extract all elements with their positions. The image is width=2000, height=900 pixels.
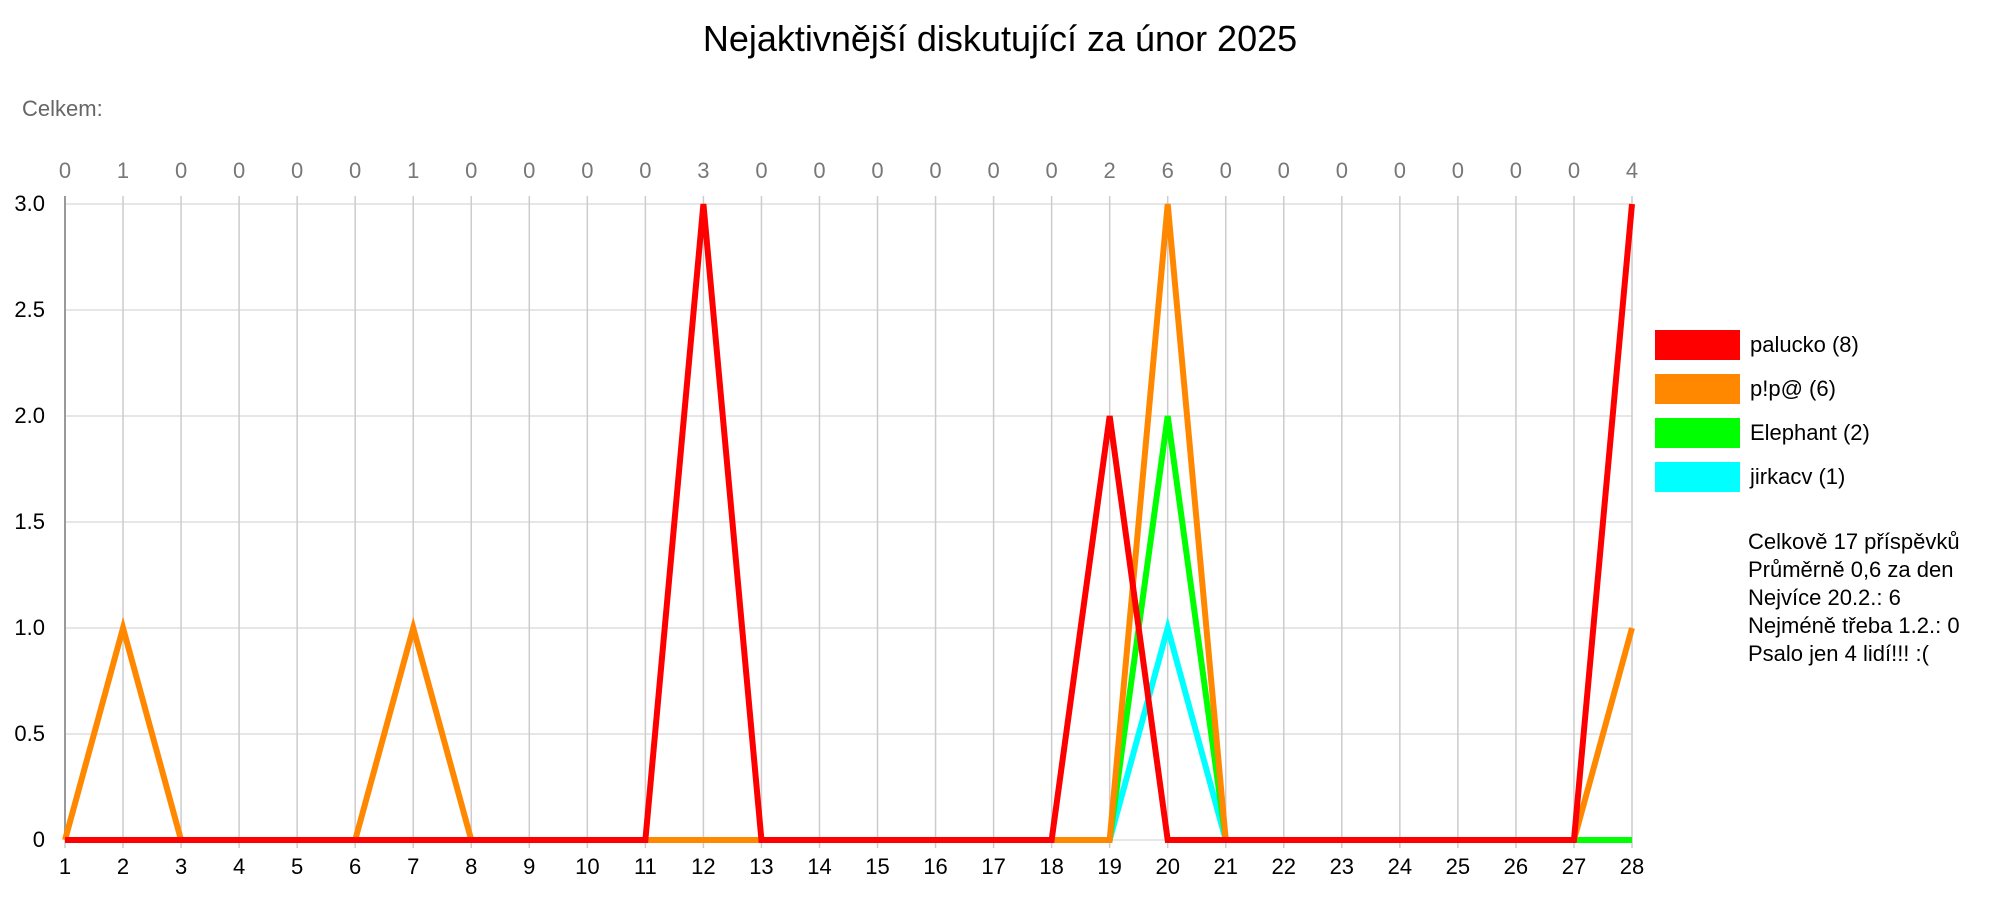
daily-total-label: 0: [581, 158, 593, 183]
x-tick-label: 15: [865, 854, 889, 879]
legend-label: p!p@ (6): [1750, 376, 1836, 401]
x-tick-label: 24: [1388, 854, 1412, 879]
x-tick-label: 16: [923, 854, 947, 879]
x-tick-label: 3: [175, 854, 187, 879]
daily-total-label: 3: [697, 158, 709, 183]
daily-total-label: 0: [465, 158, 477, 183]
legend-swatch: [1655, 330, 1740, 360]
daily-total-label: 0: [291, 158, 303, 183]
legend-item: p!p@ (6): [1655, 374, 1836, 404]
x-tick-label: 4: [233, 854, 245, 879]
x-tick-label: 20: [1155, 854, 1179, 879]
legend-swatch: [1655, 374, 1740, 404]
x-tick-label: 1: [59, 854, 71, 879]
daily-total-label: 0: [813, 158, 825, 183]
x-tick-label: 12: [691, 854, 715, 879]
x-tick-label: 18: [1039, 854, 1063, 879]
y-tick-label: 1.5: [14, 509, 45, 534]
y-tick-label: 2.5: [14, 297, 45, 322]
x-tick-label: 10: [575, 854, 599, 879]
daily-total-label: 0: [175, 158, 187, 183]
stats-box: Celkově 17 příspěvků Průměrně 0,6 za den…: [1748, 528, 1960, 668]
daily-total-label: 0: [1336, 158, 1348, 183]
daily-total-label: 0: [349, 158, 361, 183]
x-tick-label: 14: [807, 854, 831, 879]
daily-total-label: 0: [755, 158, 767, 183]
y-tick-label: 3.0: [14, 191, 45, 216]
y-tick-label: 2.0: [14, 403, 45, 428]
daily-total-label: 0: [1568, 158, 1580, 183]
legend-label: palucko (8): [1750, 332, 1859, 357]
daily-total-label: 6: [1162, 158, 1174, 183]
daily-total-label: 1: [117, 158, 129, 183]
daily-total-label: 0: [1394, 158, 1406, 183]
legend-item: Elephant (2): [1655, 418, 1870, 448]
chart-title: Nejaktivnější diskutující za únor 2025: [702, 18, 1298, 59]
daily-total-label: 0: [1452, 158, 1464, 183]
x-tick-label: 13: [749, 854, 773, 879]
x-tick-label: 25: [1446, 854, 1470, 879]
legend-item: palucko (8): [1655, 330, 1859, 360]
x-tick-label: 5: [291, 854, 303, 879]
daily-total-label: 0: [871, 158, 883, 183]
x-tick-label: 23: [1330, 854, 1354, 879]
x-tick-label: 17: [981, 854, 1005, 879]
stats-line: Nejméně třeba 1.2.: 0: [1748, 613, 1960, 638]
series-line: [65, 203, 1635, 843]
daily-total-label: 0: [1046, 158, 1058, 183]
x-tick-label: 7: [407, 854, 419, 879]
legend-label: Elephant (2): [1750, 420, 1870, 445]
daily-total-label: 0: [1510, 158, 1522, 183]
daily-total-label: 0: [59, 158, 71, 183]
daily-total-label: 1: [407, 158, 419, 183]
x-tick-label: 19: [1097, 854, 1121, 879]
x-tick-label: 27: [1562, 854, 1586, 879]
legend-item: jirkacv (1): [1655, 462, 1845, 492]
x-tick-label: 8: [465, 854, 477, 879]
x-tick-label: 21: [1213, 854, 1237, 879]
daily-total-label: 0: [639, 158, 651, 183]
daily-total-label: 2: [1104, 158, 1116, 183]
daily-total-label: 0: [233, 158, 245, 183]
daily-total-label: 4: [1626, 158, 1638, 183]
daily-total-label: 0: [1278, 158, 1290, 183]
x-tick-label: 22: [1272, 854, 1296, 879]
chart-subtitle: Celkem:: [22, 96, 103, 121]
daily-total-label: 0: [1220, 158, 1232, 183]
x-tick-label: 28: [1620, 854, 1644, 879]
legend-label: jirkacv (1): [1750, 464, 1846, 489]
y-tick-label: 0.5: [14, 721, 45, 746]
x-tick-label: 6: [349, 854, 361, 879]
legend-swatch: [1655, 418, 1740, 448]
stats-line: Průměrně 0,6 za den: [1748, 557, 1954, 582]
y-tick-label: 1.0: [14, 615, 45, 640]
daily-total-label: 0: [929, 158, 941, 183]
stats-line: Celkově 17 příspěvků: [1748, 529, 1960, 554]
y-tick-label: 0: [33, 827, 45, 852]
x-tick-label: 2: [117, 854, 129, 879]
legend-swatch: [1655, 462, 1740, 492]
x-tick-label: 26: [1504, 854, 1528, 879]
stats-line: Nejvíce 20.2.: 6: [1748, 585, 1901, 610]
daily-total-label: 0: [987, 158, 999, 183]
x-tick-label: 11: [634, 854, 657, 879]
daily-total-label: 0: [523, 158, 535, 183]
stats-line: Psalo jen 4 lidí!!! :(: [1748, 641, 1929, 666]
x-tick-label: 9: [523, 854, 535, 879]
